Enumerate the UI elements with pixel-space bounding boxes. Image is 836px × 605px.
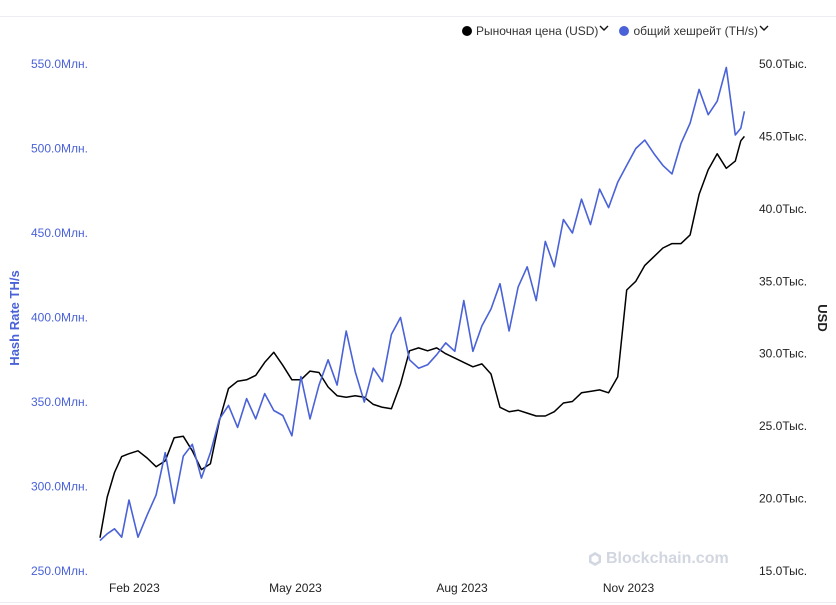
bottom-divider bbox=[0, 602, 836, 603]
chevron-down-icon[interactable] bbox=[599, 23, 609, 33]
watermark-text: Blockchain.com bbox=[606, 550, 729, 567]
left-tick-label: 400.0Млн. bbox=[31, 311, 88, 325]
hashrate-series-dot-icon bbox=[619, 26, 630, 36]
right-tick-label: 50.0Тыс. bbox=[759, 57, 807, 71]
legend-hashrate-label: общий хешрейт (TH/s) bbox=[633, 24, 758, 38]
hashrate-series-line[interactable] bbox=[99, 66, 746, 542]
x-tick-label: Feb 2023 bbox=[109, 581, 160, 595]
right-axis-ticks: 15.0Тыс. 20.0Тыс. 25.0Тыс. 30.0Тыс. 35.0Тыс.… bbox=[759, 57, 807, 578]
chevron-down-icon[interactable] bbox=[759, 23, 769, 33]
x-tick-label: May 2023 bbox=[269, 581, 322, 595]
x-tick-label: Nov 2023 bbox=[603, 581, 655, 595]
right-tick-label: 35.0Тыс. bbox=[759, 274, 807, 288]
price-series-line[interactable] bbox=[99, 135, 745, 538]
right-tick-label: 25.0Тыс. bbox=[759, 419, 807, 433]
left-tick-label: 300.0Млн. bbox=[31, 480, 88, 494]
right-tick-label: 20.0Тыс. bbox=[759, 492, 807, 506]
top-divider bbox=[0, 16, 836, 17]
price-series-dot-icon bbox=[462, 26, 472, 36]
legend-item-price[interactable]: Рыночная цена (USD) bbox=[462, 24, 609, 38]
left-axis-label: Hash Rate TH/s bbox=[7, 270, 22, 365]
series-layer bbox=[99, 66, 746, 542]
blockchain-logo-icon bbox=[589, 552, 601, 566]
left-tick-label: 350.0Млн. bbox=[31, 395, 88, 409]
right-tick-label: 45.0Тыс. bbox=[759, 129, 807, 143]
left-axis-ticks: 250.0Млн. 300.0Млн. 350.0Млн. 400.0Млн. 450.… bbox=[31, 57, 88, 578]
x-axis-ticks: Feb 2023 May 2023 Aug 2023 Nov 2023 bbox=[109, 581, 655, 595]
left-tick-label: 550.0Млн. bbox=[31, 57, 88, 71]
right-axis-label: USD bbox=[815, 304, 830, 331]
right-tick-label: 40.0Тыс. bbox=[759, 202, 807, 216]
left-tick-label: 250.0Млн. bbox=[31, 564, 88, 578]
x-tick-label: Aug 2023 bbox=[436, 581, 488, 595]
right-tick-label: 15.0Тыс. bbox=[759, 564, 807, 578]
legend-price-label: Рыночная цена (USD) bbox=[476, 24, 599, 38]
watermark: Blockchain.com bbox=[588, 550, 729, 568]
right-tick-label: 30.0Тыс. bbox=[759, 347, 807, 361]
left-tick-label: 500.0Млн. bbox=[31, 142, 88, 156]
chart-legend: Рыночная цена (USD) общий хешрейт (TH/s) bbox=[462, 24, 769, 38]
legend-item-hashrate[interactable]: общий хешрейт (TH/s) bbox=[619, 24, 769, 38]
left-tick-label: 450.0Млн. bbox=[31, 226, 88, 240]
